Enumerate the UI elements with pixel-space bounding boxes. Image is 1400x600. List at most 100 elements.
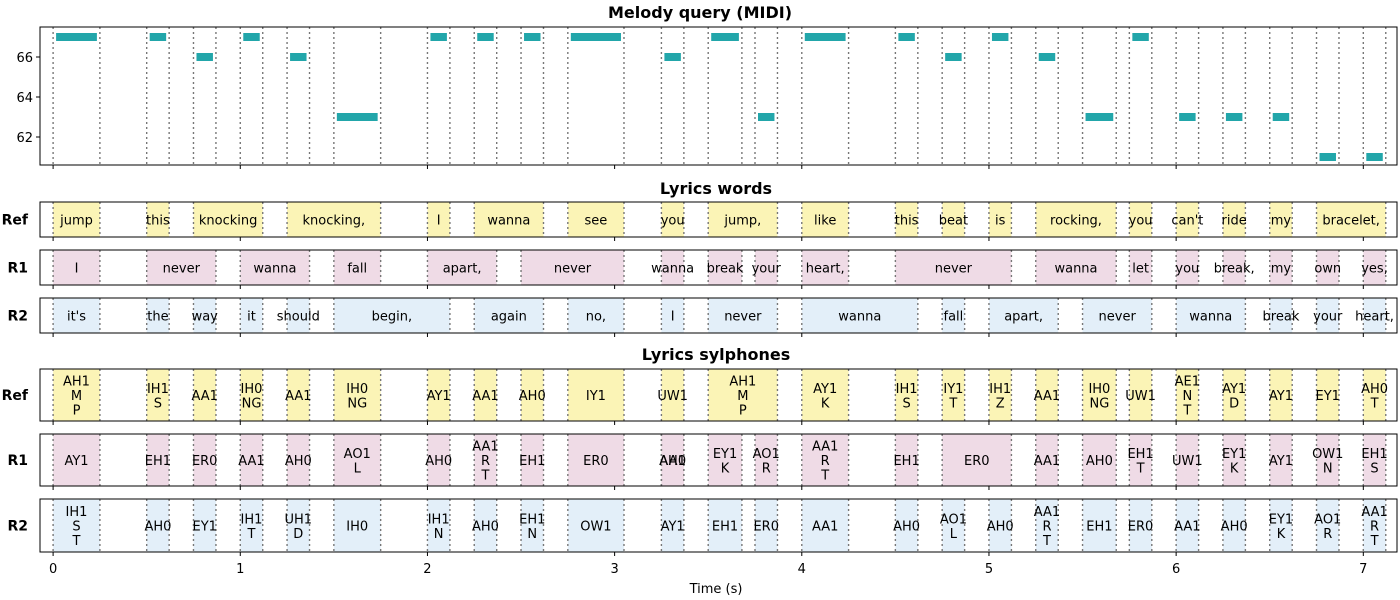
phone-segment [1363, 499, 1386, 552]
phone-label: AY1 [64, 454, 88, 469]
phone-label: UW1 [657, 389, 688, 404]
phone-label: AA1 [192, 389, 218, 404]
row-label-ref: Ref [2, 388, 29, 404]
panel-frame [39, 433, 1398, 487]
phone-segment [240, 369, 263, 421]
phone-label: AH0 [893, 520, 920, 535]
x-tick-label: 6 [1172, 562, 1180, 577]
phone-segment [1363, 434, 1386, 486]
word-segment [988, 202, 1012, 237]
row-label-r1: R1 [7, 261, 28, 277]
word-label: can't [1171, 214, 1203, 229]
phone-label: IH1 Z [989, 382, 1011, 412]
phone-segment [1316, 434, 1339, 486]
word-label: you [661, 214, 685, 229]
phone-segment [146, 369, 170, 421]
melody-note [804, 33, 846, 41]
melody-note [1132, 33, 1149, 41]
word-label: never [554, 262, 592, 277]
phone-segment [661, 434, 684, 486]
word-segment [1222, 250, 1246, 285]
phone-segment [53, 499, 100, 552]
phone-segment [287, 499, 310, 552]
phone-segment [521, 434, 544, 486]
word-segment [661, 298, 684, 333]
word-segment [708, 202, 778, 237]
phone-label: AA1 R T [1034, 505, 1060, 549]
phone-label: EH1 N [519, 512, 545, 542]
phone-label: EH1 [145, 454, 171, 469]
phone-label: AO1 L [940, 512, 967, 542]
melody-note [757, 113, 775, 121]
word-segment [1082, 298, 1152, 333]
word-label: begin, [372, 310, 413, 325]
phone-label: IH1 S T [66, 505, 88, 549]
word-segment [146, 202, 170, 237]
word-label: knocking [199, 214, 258, 229]
word-segment [287, 202, 381, 237]
word-segment [1269, 202, 1293, 237]
word-label: beat [939, 214, 968, 229]
phone-label: ER0 [1128, 520, 1154, 535]
melody-note [524, 33, 541, 41]
word-segment [1222, 202, 1246, 237]
phone-segment [567, 434, 624, 486]
phone-label: AH0 [1221, 520, 1248, 535]
phone-segment [801, 434, 849, 486]
word-label: rocking, [1050, 214, 1102, 229]
word-segment [661, 250, 684, 285]
word-label: the [147, 310, 168, 325]
phone-label: AA1 [238, 454, 264, 469]
word-segment [895, 250, 1012, 285]
x-tick-label: 5 [985, 562, 993, 577]
phone-label: EH1 T [1127, 447, 1153, 477]
word-label: I [437, 214, 441, 229]
phone-label: IH0 [346, 520, 368, 535]
word-segment [801, 202, 849, 237]
word-segment [474, 298, 544, 333]
word-label: ride [1222, 214, 1247, 229]
phone-label: AH0 [659, 454, 686, 469]
phone-segment [942, 434, 1012, 486]
phone-label: EY1 K [713, 447, 737, 477]
panel-frame [39, 498, 1398, 553]
word-segment [801, 250, 849, 285]
phone-label: AA1 [1174, 520, 1200, 535]
word-label: knocking, [303, 214, 366, 229]
word-segment [53, 202, 100, 237]
phone-label: AO1 L [344, 447, 371, 477]
word-label: like [814, 214, 836, 229]
phone-label: AY1 [661, 520, 685, 535]
melody-note [477, 33, 494, 41]
phone-label: ER0 [753, 520, 779, 535]
word-segment [754, 250, 778, 285]
phone-segment [988, 369, 1012, 421]
phone-label: AH0 T [1361, 382, 1388, 412]
phone-segment [53, 369, 100, 421]
panel-frame [39, 201, 1398, 238]
phone-segment [708, 434, 742, 486]
phone-segment [942, 499, 965, 552]
phone-segment [427, 434, 450, 486]
row-label-ref: Ref [2, 213, 29, 229]
phone-label: AA1 [1034, 454, 1060, 469]
x-axis-label: Time (s) [689, 582, 743, 597]
word-label: my [1271, 214, 1292, 229]
phone-label: IH0 NG [241, 382, 263, 412]
phone-label: IH1 S [896, 382, 918, 412]
phone-label: AH1 M P [729, 375, 756, 419]
word-segment [193, 298, 216, 333]
word-segment [567, 298, 624, 333]
melody-note [336, 113, 378, 121]
melody-note [711, 33, 739, 41]
phone-segment [801, 369, 849, 421]
phone-label: ER0 [964, 454, 990, 469]
phone-segment [1129, 434, 1152, 486]
word-segment [1035, 202, 1117, 237]
word-label: break [1263, 310, 1300, 325]
phone-segment [1176, 499, 1199, 552]
phone-label: AA1 [812, 520, 838, 535]
phone-segment [521, 499, 544, 552]
row-label-r2: R2 [7, 309, 28, 325]
melody-note [945, 53, 962, 61]
